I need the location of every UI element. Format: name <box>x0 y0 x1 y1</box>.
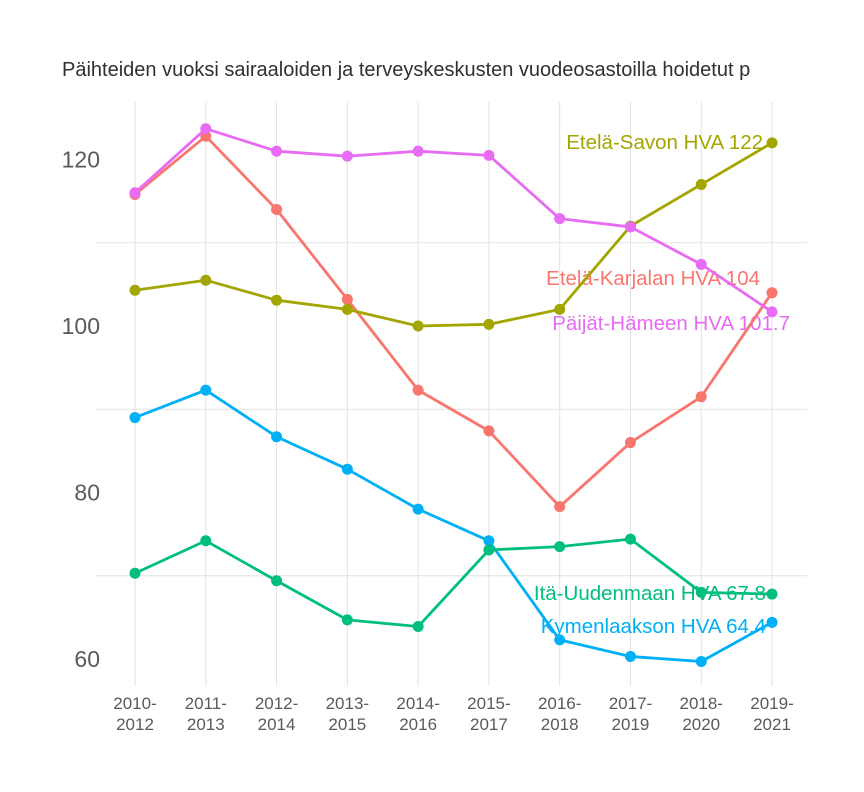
data-point[interactable] <box>554 541 566 553</box>
x-axis-tick-label: 2013-2015 <box>326 694 369 734</box>
y-axis-tick-label: 120 <box>62 147 100 173</box>
data-point[interactable] <box>554 501 566 513</box>
data-point[interactable] <box>624 221 636 233</box>
data-point[interactable] <box>129 412 141 424</box>
series-line <box>133 134 774 509</box>
data-point[interactable] <box>624 651 636 663</box>
series-annotation: Päijät-Hämeen HVA 101.7 <box>552 312 790 335</box>
data-point[interactable] <box>695 178 707 190</box>
series-line <box>133 127 774 314</box>
data-point[interactable] <box>200 535 212 547</box>
data-point[interactable] <box>129 187 141 199</box>
data-point[interactable] <box>412 384 424 396</box>
x-axis-tick-label: 2015-2017 <box>467 694 510 734</box>
data-point[interactable] <box>695 655 707 667</box>
series-line <box>133 537 774 628</box>
x-axis-tick-label: 2010-2012 <box>113 694 156 734</box>
chart-title: Päihteiden vuoksi sairaaloiden ja tervey… <box>62 59 751 81</box>
x-axis-tick-label: 2014-2016 <box>396 694 439 734</box>
series-annotation: Kymenlaakson HVA 64.4 <box>541 615 766 638</box>
x-axis-tick-label: 2012-2014 <box>255 694 298 734</box>
y-axis-tick-label: 100 <box>62 313 100 339</box>
data-point[interactable] <box>695 258 707 270</box>
series-annotation: Etelä-Savon HVA 122 <box>566 131 763 154</box>
data-point[interactable] <box>200 384 212 396</box>
data-point[interactable] <box>412 145 424 157</box>
data-point[interactable] <box>483 535 495 547</box>
data-point[interactable] <box>624 533 636 545</box>
data-point[interactable] <box>483 544 495 556</box>
x-axis-tick-label: 2017-2019 <box>609 694 652 734</box>
data-point[interactable] <box>271 294 283 306</box>
data-point[interactable] <box>766 588 778 600</box>
data-point[interactable] <box>200 123 212 135</box>
data-point[interactable] <box>341 150 353 162</box>
data-point[interactable] <box>412 503 424 515</box>
series-line <box>133 388 774 663</box>
data-point[interactable] <box>483 425 495 437</box>
data-point[interactable] <box>554 213 566 225</box>
series-line <box>133 141 774 328</box>
data-point[interactable] <box>766 287 778 299</box>
x-axis-tick-label: 2019-2021 <box>750 694 793 734</box>
data-point[interactable] <box>695 391 707 403</box>
data-point[interactable] <box>695 586 707 598</box>
data-point[interactable] <box>271 575 283 587</box>
data-point[interactable] <box>624 437 636 449</box>
data-point[interactable] <box>412 320 424 332</box>
data-point[interactable] <box>483 149 495 161</box>
data-point[interactable] <box>766 306 778 318</box>
data-point[interactable] <box>766 616 778 628</box>
x-axis-tick-label: 2016-2018 <box>538 694 581 734</box>
data-point[interactable] <box>129 284 141 296</box>
series-annotation: Itä-Uudenmaan HVA 67.8 <box>534 582 766 605</box>
data-point[interactable] <box>271 431 283 443</box>
x-axis-tick-label: 2011-2013 <box>185 694 227 734</box>
data-point[interactable] <box>554 303 566 315</box>
data-point[interactable] <box>129 567 141 579</box>
data-point[interactable] <box>766 137 778 149</box>
data-point[interactable] <box>200 274 212 286</box>
y-axis-tick-label: 60 <box>74 646 100 672</box>
data-point[interactable] <box>341 293 353 305</box>
data-point[interactable] <box>341 303 353 315</box>
data-point[interactable] <box>483 318 495 330</box>
data-point[interactable] <box>271 203 283 215</box>
series-annotation: Etelä-Karjalan HVA 104 <box>546 267 760 290</box>
data-point[interactable] <box>412 621 424 633</box>
data-point[interactable] <box>341 614 353 626</box>
data-point[interactable] <box>554 634 566 646</box>
y-axis-tick-label: 80 <box>74 480 100 506</box>
data-point[interactable] <box>341 463 353 475</box>
data-point[interactable] <box>271 145 283 157</box>
x-axis-tick-label: 2018-2020 <box>679 694 722 734</box>
